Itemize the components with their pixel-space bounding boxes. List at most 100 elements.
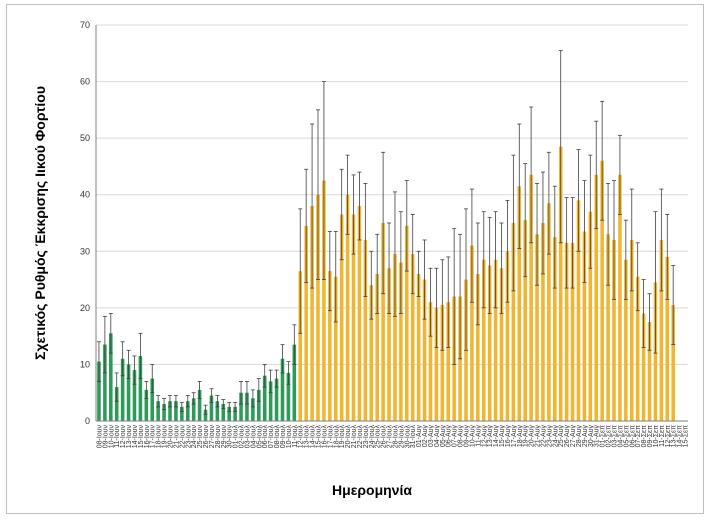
x-tick-label: 14-Σεπ — [677, 425, 684, 448]
x-tick-label: 25-Αυγ — [558, 425, 565, 448]
bar — [594, 174, 599, 421]
bar — [558, 146, 563, 421]
bar — [168, 401, 172, 421]
x-tick-label: 24-Ιουν — [191, 425, 198, 449]
x-tick-label: 13-Σεπ — [671, 425, 678, 448]
bar — [428, 302, 433, 421]
bar — [629, 239, 634, 421]
x-tick-label: 03-Ιουλ — [244, 425, 251, 449]
x-tick-label: 25-Ιουν — [197, 425, 204, 449]
bar — [381, 223, 385, 421]
bar — [393, 254, 397, 421]
x-tick-label: 15-Σεπ — [683, 425, 690, 448]
bar — [138, 355, 143, 421]
y-axis-ticks: 0 10 20 30 40 50 60 70 — [80, 20, 90, 426]
x-tick-label: 07-Αυγ — [452, 425, 459, 448]
x-tick-label: 25-Ιουλ — [375, 425, 382, 449]
bar — [180, 406, 184, 421]
bar — [257, 389, 261, 421]
bar — [618, 174, 622, 421]
x-tick-label: 04-Αυγ — [434, 425, 441, 448]
x-tick-label: 26-Αυγ — [564, 425, 571, 448]
x-tick-label: 31-Αυγ — [594, 425, 601, 448]
bar — [227, 406, 231, 421]
x-tick-label: 22-Ιουλ — [357, 425, 364, 449]
bar — [564, 242, 569, 421]
bar — [351, 214, 356, 421]
bar — [310, 206, 314, 421]
x-tick-label: 17-Αυγ — [511, 425, 518, 448]
x-tick-label: 13-Αυγ — [487, 425, 494, 448]
x-tick-label: 19-Ιουλ — [339, 425, 346, 449]
bar — [103, 344, 107, 421]
x-tick-label: 08-Αυγ — [458, 425, 465, 448]
y-tick-label: 20 — [80, 303, 90, 313]
bar — [659, 239, 664, 421]
bar — [553, 237, 557, 421]
bar — [174, 401, 178, 421]
bar — [416, 273, 421, 421]
x-tick-label: 03-Σεπ — [612, 425, 619, 448]
bar — [588, 211, 593, 421]
bar — [114, 387, 119, 421]
x-tick-label: 24-Αυγ — [552, 425, 559, 448]
x-tick-label: 12-Ιουλ — [298, 425, 305, 449]
bar — [363, 239, 368, 421]
x-tick-label: 07-Ιουλ — [268, 425, 275, 449]
x-tick-label: 12-Ιουν — [120, 425, 127, 449]
x-tick-label: 20-Ιουλ — [345, 425, 352, 449]
bars — [97, 146, 675, 421]
x-tick-label: 02-Σεπ — [606, 425, 613, 448]
x-tick-label: 11-Αυγ — [475, 425, 482, 447]
bar — [268, 381, 273, 421]
x-tick-label: 27-Αυγ — [570, 425, 577, 448]
bar — [499, 268, 504, 421]
x-tick-label: 07-Σεπ — [635, 425, 642, 448]
x-tick-label: 06-Ιουλ — [262, 425, 269, 449]
bar — [600, 160, 604, 421]
bar — [150, 378, 155, 421]
bar — [476, 273, 480, 421]
x-tick-label: 16-Αυγ — [505, 425, 512, 448]
x-tick-label: 08-Ιουν — [96, 425, 103, 449]
x-tick-label: 31-Ιουλ — [410, 425, 417, 449]
x-tick-label: 15-Ιουν — [138, 425, 145, 449]
bar — [339, 214, 344, 421]
x-tick-label: 26-Ιουν — [203, 425, 210, 449]
x-tick-label: 20-Ιουν — [168, 425, 175, 449]
x-axis-ticks: 08-Ιουν09-Ιουν10-Ιουν11-Ιουν12-Ιουν13-Ιο… — [96, 425, 689, 449]
x-tick-label: 01-Αυγ — [416, 425, 423, 448]
x-tick-label: 24-Ιουλ — [369, 425, 376, 449]
x-tick-label: 09-Σεπ — [647, 425, 654, 448]
x-tick-label: 14-Ιουλ — [310, 425, 317, 449]
bar — [209, 395, 214, 421]
bar — [470, 245, 474, 421]
bar — [316, 194, 320, 421]
bar — [446, 302, 451, 421]
x-tick-label: 14-Ιουν — [132, 425, 139, 449]
bar — [357, 206, 362, 421]
bar — [109, 333, 113, 421]
x-tick-label: 05-Αυγ — [440, 425, 447, 448]
bar — [233, 406, 237, 421]
y-tick-label: 0 — [85, 416, 90, 426]
bar — [405, 225, 409, 421]
x-tick-label: 02-Ιουλ — [239, 425, 246, 449]
bar — [286, 372, 291, 421]
x-tick-label: 19-Αυγ — [523, 425, 530, 448]
bar — [304, 225, 308, 421]
x-tick-label: 21-Ιουν — [173, 425, 180, 449]
chart-frame — [6, 4, 704, 514]
bar — [523, 220, 527, 421]
bar — [132, 370, 137, 421]
y-tick-label: 10 — [80, 359, 90, 369]
y-tick-label: 30 — [80, 246, 90, 256]
bar — [97, 361, 101, 421]
x-tick-label: 22-Ιουν — [179, 425, 186, 449]
x-tick-label: 12-Σεπ — [665, 425, 672, 448]
bar — [120, 358, 125, 421]
x-tick-label: 09-Ιουλ — [280, 425, 287, 449]
bar — [298, 271, 303, 421]
bar — [541, 223, 545, 421]
x-tick-label: 15-Αυγ — [499, 425, 506, 448]
